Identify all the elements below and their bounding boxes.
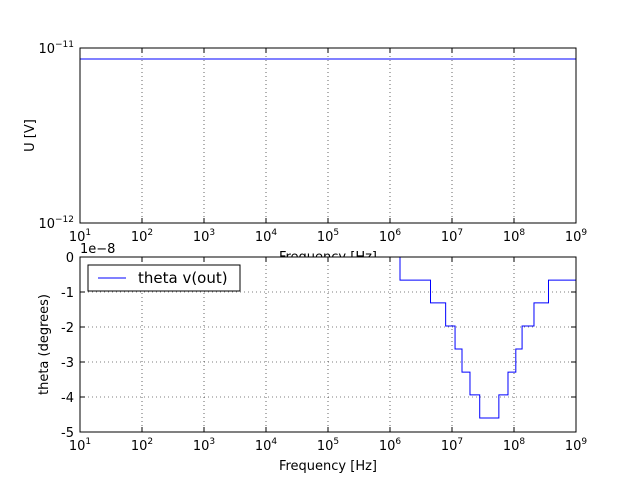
x-tick-label-base: 10 [565,230,582,245]
axes-frame [79,47,577,224]
x-tick-label-exponent: 1 [85,228,91,238]
y-tick-label: -5 [61,426,74,441]
legend-label: theta v(out) [138,269,228,287]
x-tick-label-exponent: 6 [395,437,401,447]
x-tick-label-base: 10 [317,230,334,245]
x-tick-label: 101 [69,228,91,245]
x-tick-label-base: 10 [255,439,272,454]
x-tick-label-exponent: 5 [333,228,339,238]
x-tick-label-base: 10 [441,439,458,454]
x-tick-label: 107 [441,437,463,454]
x-tick-label-base: 10 [379,439,396,454]
x-tick-label: 103 [193,437,215,454]
y-axis-label: U [V] [23,119,38,152]
x-tick-label-exponent: 8 [519,228,525,238]
x-tick-label: 108 [503,228,526,245]
x-tick-label-base: 10 [131,230,148,245]
y-tick-label: 10−12 [38,215,74,232]
y-tick-label-base: 10 [38,42,55,57]
x-tick-label: 101 [69,437,91,454]
x-tick-label: 105 [317,228,339,245]
x-tick-label-exponent: 6 [395,228,401,238]
y-axis-label: theta (degrees) [37,294,52,395]
x-tick-label-exponent: 2 [147,437,153,447]
axes-frame [79,256,577,433]
y-tick-label-exponent: −12 [55,215,74,225]
x-tick-label-exponent: 7 [457,228,463,238]
x-tick-label-exponent: 4 [271,228,277,238]
x-tick-label: 109 [565,437,588,454]
axes-background [80,48,576,223]
y-tick-label: -1 [61,286,74,301]
x-tick-label-exponent: 9 [581,228,587,238]
x-tick-label: 104 [255,228,278,245]
x-tick-label-exponent: 9 [581,437,587,447]
x-tick-label-base: 10 [565,439,582,454]
x-tick-label: 106 [379,437,402,454]
x-tick-label-exponent: 3 [209,228,215,238]
y-tick-label: -4 [61,391,74,406]
x-tick-label-exponent: 2 [147,228,153,238]
x-tick-label: 104 [255,437,278,454]
x-tick-label-exponent: 8 [519,437,525,447]
x-tick-label: 105 [317,437,339,454]
y-tick-label: -3 [61,356,74,371]
x-tick-label-exponent: 7 [457,437,463,447]
x-tick-label: 106 [379,228,402,245]
y-tick-label: -2 [61,321,74,336]
x-tick-label-base: 10 [503,230,520,245]
x-tick-label: 107 [441,228,463,245]
x-axis-label: Frequency [Hz] [279,459,377,474]
x-tick-label: 108 [503,437,526,454]
x-tick-label-exponent: 1 [85,437,91,447]
x-tick-label-exponent: 3 [209,437,215,447]
x-tick-label-base: 10 [131,439,148,454]
x-tick-label-base: 10 [255,230,272,245]
x-tick-label-base: 10 [317,439,334,454]
x-tick-label-base: 10 [379,230,396,245]
series-line [80,256,576,419]
y-tick-label-exponent: −11 [55,40,74,50]
x-tick-label-base: 10 [193,230,210,245]
y-tick-label: 10−11 [38,40,74,57]
x-tick-label: 103 [193,228,215,245]
x-tick-label-base: 10 [69,439,86,454]
x-tick-label-exponent: 5 [333,437,339,447]
y-tick-label-base: 10 [38,217,55,232]
x-tick-label: 102 [131,228,153,245]
x-tick-label-base: 10 [69,230,86,245]
y-tick-label: 0 [66,251,74,266]
x-tick-label: 102 [131,437,153,454]
y-offset-label: 1e−8 [80,242,115,257]
x-tick-label-base: 10 [441,230,458,245]
x-tick-label: 109 [565,228,588,245]
x-tick-label-base: 10 [193,439,210,454]
x-tick-label-exponent: 4 [271,437,277,447]
x-tick-label-base: 10 [503,439,520,454]
